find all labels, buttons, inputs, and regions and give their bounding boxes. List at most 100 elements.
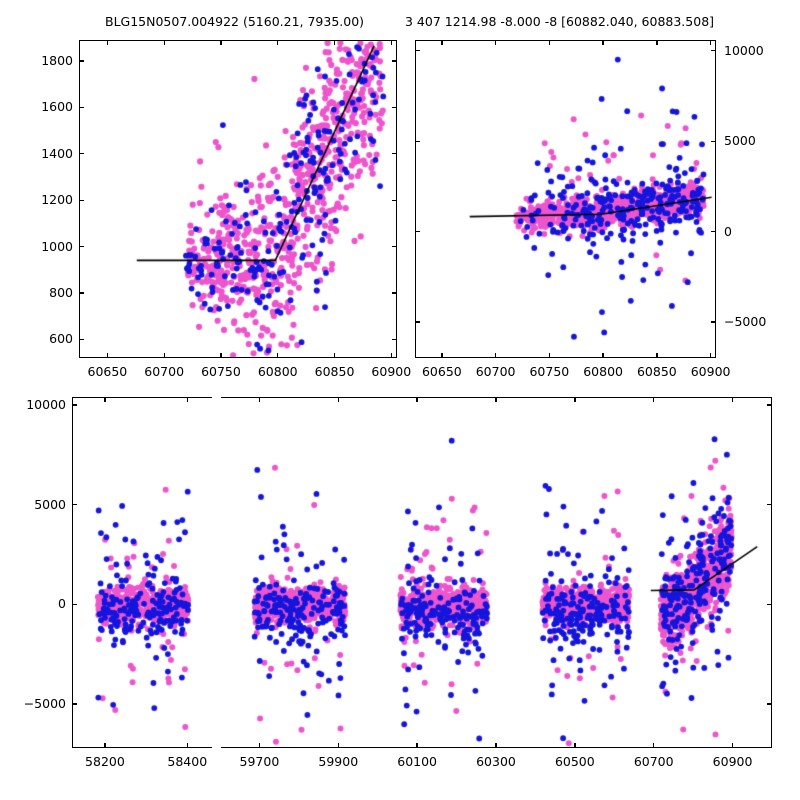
axis-tick	[104, 397, 106, 402]
axis-tick	[495, 397, 497, 402]
plot-panel-bottom[interactable]	[72, 397, 772, 748]
xtick-label-top-right: 60800	[583, 364, 623, 379]
axis-tick	[392, 153, 397, 155]
axis-tick	[392, 292, 397, 294]
axis-tick	[186, 743, 188, 748]
axis-tick	[220, 353, 222, 358]
axis-tick	[258, 397, 261, 402]
ytick-label-bottom: 5000	[34, 496, 66, 512]
axis-tick	[72, 603, 77, 606]
axis-tick	[390, 353, 392, 358]
ytick-label-top-right: 5000	[724, 133, 756, 149]
axis-tick	[392, 199, 397, 201]
axis-tick	[416, 743, 418, 748]
axis-tick	[163, 40, 165, 45]
xtick-label-bottom: 60700	[633, 754, 674, 769]
axis-tick	[415, 140, 420, 142]
panel-title-left: BLG15N0507.004922 (5160.21, 7935.00)	[105, 14, 365, 29]
axis-tick	[711, 321, 716, 323]
ytick-label-bottom: 10000	[26, 396, 66, 412]
xtick-label-top-left: 60750	[201, 364, 241, 379]
axis-tick	[258, 743, 261, 748]
scatter-canvas-bottom	[73, 398, 771, 747]
axis-tick	[709, 353, 712, 358]
axis-tick	[104, 743, 106, 748]
axis-tick	[653, 397, 655, 402]
axis-tick	[79, 292, 84, 294]
ytick-label-bottom: −5000	[23, 696, 66, 712]
axis-tick	[548, 40, 551, 45]
axis-tick	[79, 199, 84, 201]
axis-tick	[711, 230, 716, 233]
ytick-label-top-right: 0	[724, 223, 732, 239]
axis-tick	[656, 40, 658, 45]
xtick-label-bottom: 59900	[318, 754, 359, 769]
axis-tick	[494, 40, 497, 45]
xtick-label-bottom: 60500	[554, 754, 595, 769]
scatter-canvas-top-left	[80, 41, 396, 357]
axis-tick	[72, 703, 77, 705]
xtick-label-top-right: 60650	[421, 364, 462, 379]
plot-panel-top-right[interactable]	[415, 40, 716, 358]
axis-tick	[333, 40, 336, 45]
axis-tick	[494, 353, 497, 358]
ytick-label-top-right: 10000	[724, 42, 764, 58]
axis-tick	[72, 504, 77, 506]
axis-tick	[441, 353, 443, 358]
xtick-label-bottom: 60300	[476, 754, 516, 769]
axis-tick	[220, 40, 222, 45]
axis-tick	[767, 504, 772, 506]
axis-tick	[337, 397, 339, 402]
axis-tick	[709, 40, 712, 45]
xtick-label-top-left: 60700	[144, 364, 185, 379]
panel-title-right: 3 407 1214.98 -8.000 -8 [60882.040, 6088…	[405, 14, 715, 29]
xtick-label-top-right: 60900	[690, 364, 731, 379]
axis-tick	[79, 245, 84, 248]
xtick-label-top-right: 60700	[475, 364, 516, 379]
axis-tick	[653, 743, 655, 748]
axis-tick	[163, 353, 165, 358]
axis-tick	[602, 353, 604, 358]
xtick-label-top-left: 60850	[314, 364, 355, 379]
xtick-label-bottom: 58200	[85, 754, 125, 769]
xtick-label-bottom: 59700	[239, 754, 280, 769]
axis-tick	[767, 703, 772, 705]
ytick-label-top-left: 1000	[41, 238, 73, 254]
axis-tick	[731, 743, 734, 748]
plot-panel-top-left[interactable]	[79, 40, 397, 358]
axis-tick	[415, 50, 420, 52]
axis-tick	[548, 353, 551, 358]
ytick-label-top-left: 600	[49, 331, 73, 347]
axis-tick	[767, 404, 772, 406]
axis-tick	[106, 353, 109, 358]
ytick-label-bottom: 0	[58, 596, 66, 612]
axis-tick	[337, 743, 339, 748]
ytick-label-top-left: 1200	[41, 192, 73, 208]
axis-tick	[415, 230, 420, 233]
axis-tick	[392, 338, 397, 341]
axis-tick	[79, 153, 84, 155]
axis-tick	[574, 397, 576, 402]
ytick-label-top-right: −5000	[724, 313, 767, 329]
axis-tick	[79, 60, 84, 62]
axis-tick	[441, 40, 443, 45]
xtick-label-top-left: 60900	[371, 364, 412, 379]
scatter-canvas-top-right	[416, 41, 715, 357]
axis-tick	[186, 397, 188, 402]
axis-tick	[711, 50, 716, 52]
axis-tick	[392, 106, 397, 108]
ytick-label-top-left: 1800	[41, 52, 73, 68]
axis-tick	[79, 106, 84, 108]
axis-tick	[72, 404, 77, 406]
axis-tick	[495, 743, 497, 748]
axis-tick	[602, 40, 604, 45]
ytick-label-top-left: 1400	[41, 145, 73, 161]
axis-tick	[574, 743, 576, 748]
axis-tick	[416, 397, 418, 402]
axis-tick	[390, 40, 392, 45]
axis-tick	[333, 353, 336, 358]
xtick-label-top-left: 60650	[87, 364, 128, 379]
axis-tick	[731, 397, 734, 402]
ytick-label-top-left: 1600	[41, 99, 73, 115]
